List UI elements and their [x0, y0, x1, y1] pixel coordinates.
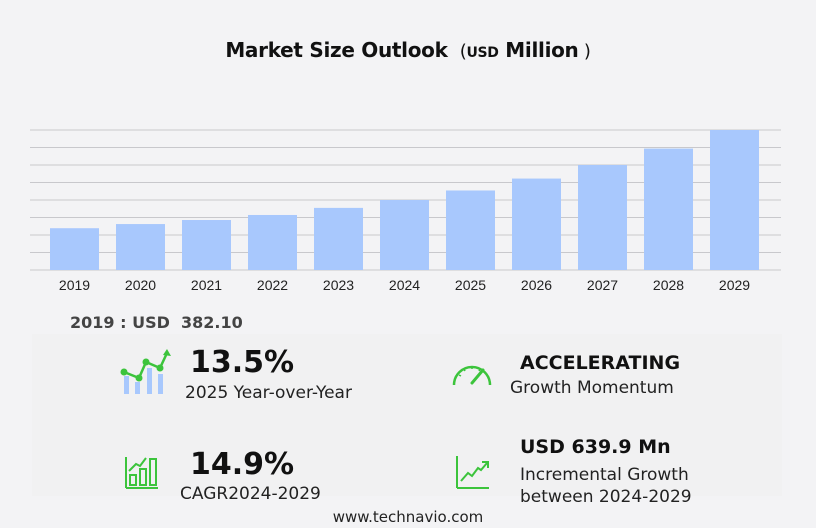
unit-suffix: Million [505, 38, 579, 62]
bar-2025 [446, 190, 495, 270]
x-tick-label: 2021 [191, 277, 222, 293]
incremental-label-1: Incremental Growth [520, 465, 689, 485]
base-year-value: 2019 : USD 382.10 [70, 313, 243, 332]
yoy-value: 13.5% [190, 345, 295, 380]
bar-2024 [380, 200, 429, 270]
incremental-label-2: between 2024-2029 [520, 487, 692, 507]
growth-chart-icon [120, 349, 171, 394]
unit-label: USD [466, 45, 499, 61]
footer-link[interactable]: www.technavio.com [332, 508, 484, 526]
base-year-number: 382.10 [181, 313, 243, 332]
x-tick-label: 2019 [59, 277, 90, 293]
bar-2028 [644, 148, 693, 270]
bar-2022 [248, 214, 297, 270]
bar-2029 [710, 130, 759, 270]
cagr-label-prefix: CAGR [180, 484, 229, 504]
x-tick-label: 2027 [587, 277, 618, 293]
bar-growth-icon [125, 457, 158, 489]
bar-2027 [578, 165, 627, 270]
speedometer-icon [452, 365, 492, 386]
x-tick-label: 2020 [125, 277, 156, 293]
x-tick-label: 2028 [653, 277, 684, 293]
x-tick-label: 2023 [323, 277, 354, 293]
momentum-value: ACCELERATING [520, 352, 681, 374]
incremental-value: USD 639.9 Mn [520, 436, 671, 458]
cagr-label: CAGR2024-2029 [180, 484, 321, 504]
bar-2020 [116, 224, 165, 270]
bar-chart: 2019 2020 2021 2022 2023 2024 2025 2026 2027 2028… [30, 129, 781, 293]
bar-2021 [182, 220, 231, 270]
paren-open: ( [454, 41, 467, 62]
bar-2026 [512, 178, 561, 270]
line-growth-icon [456, 456, 489, 489]
x-tick-label: 2026 [521, 277, 552, 293]
base-year-label: 2019 : USD [70, 313, 170, 332]
x-tick-label: 2024 [389, 277, 420, 293]
chart-title: Market Size Outlook (USD Million ) [0, 38, 816, 62]
chart-title-text: Market Size Outlook [225, 38, 448, 62]
yoy-label: 2025 Year-over-Year [185, 383, 352, 403]
x-tick-label: 2029 [719, 277, 750, 293]
momentum-label: Growth Momentum [510, 378, 674, 398]
x-tick-label: 2025 [455, 277, 486, 293]
cagr-label-period: 2024-2029 [228, 484, 321, 504]
x-tick-label: 2022 [257, 277, 288, 293]
bar-2023 [314, 207, 363, 270]
cagr-value: 14.9% [190, 447, 295, 482]
bar-2019 [50, 228, 99, 270]
paren-close: ) [578, 41, 591, 62]
